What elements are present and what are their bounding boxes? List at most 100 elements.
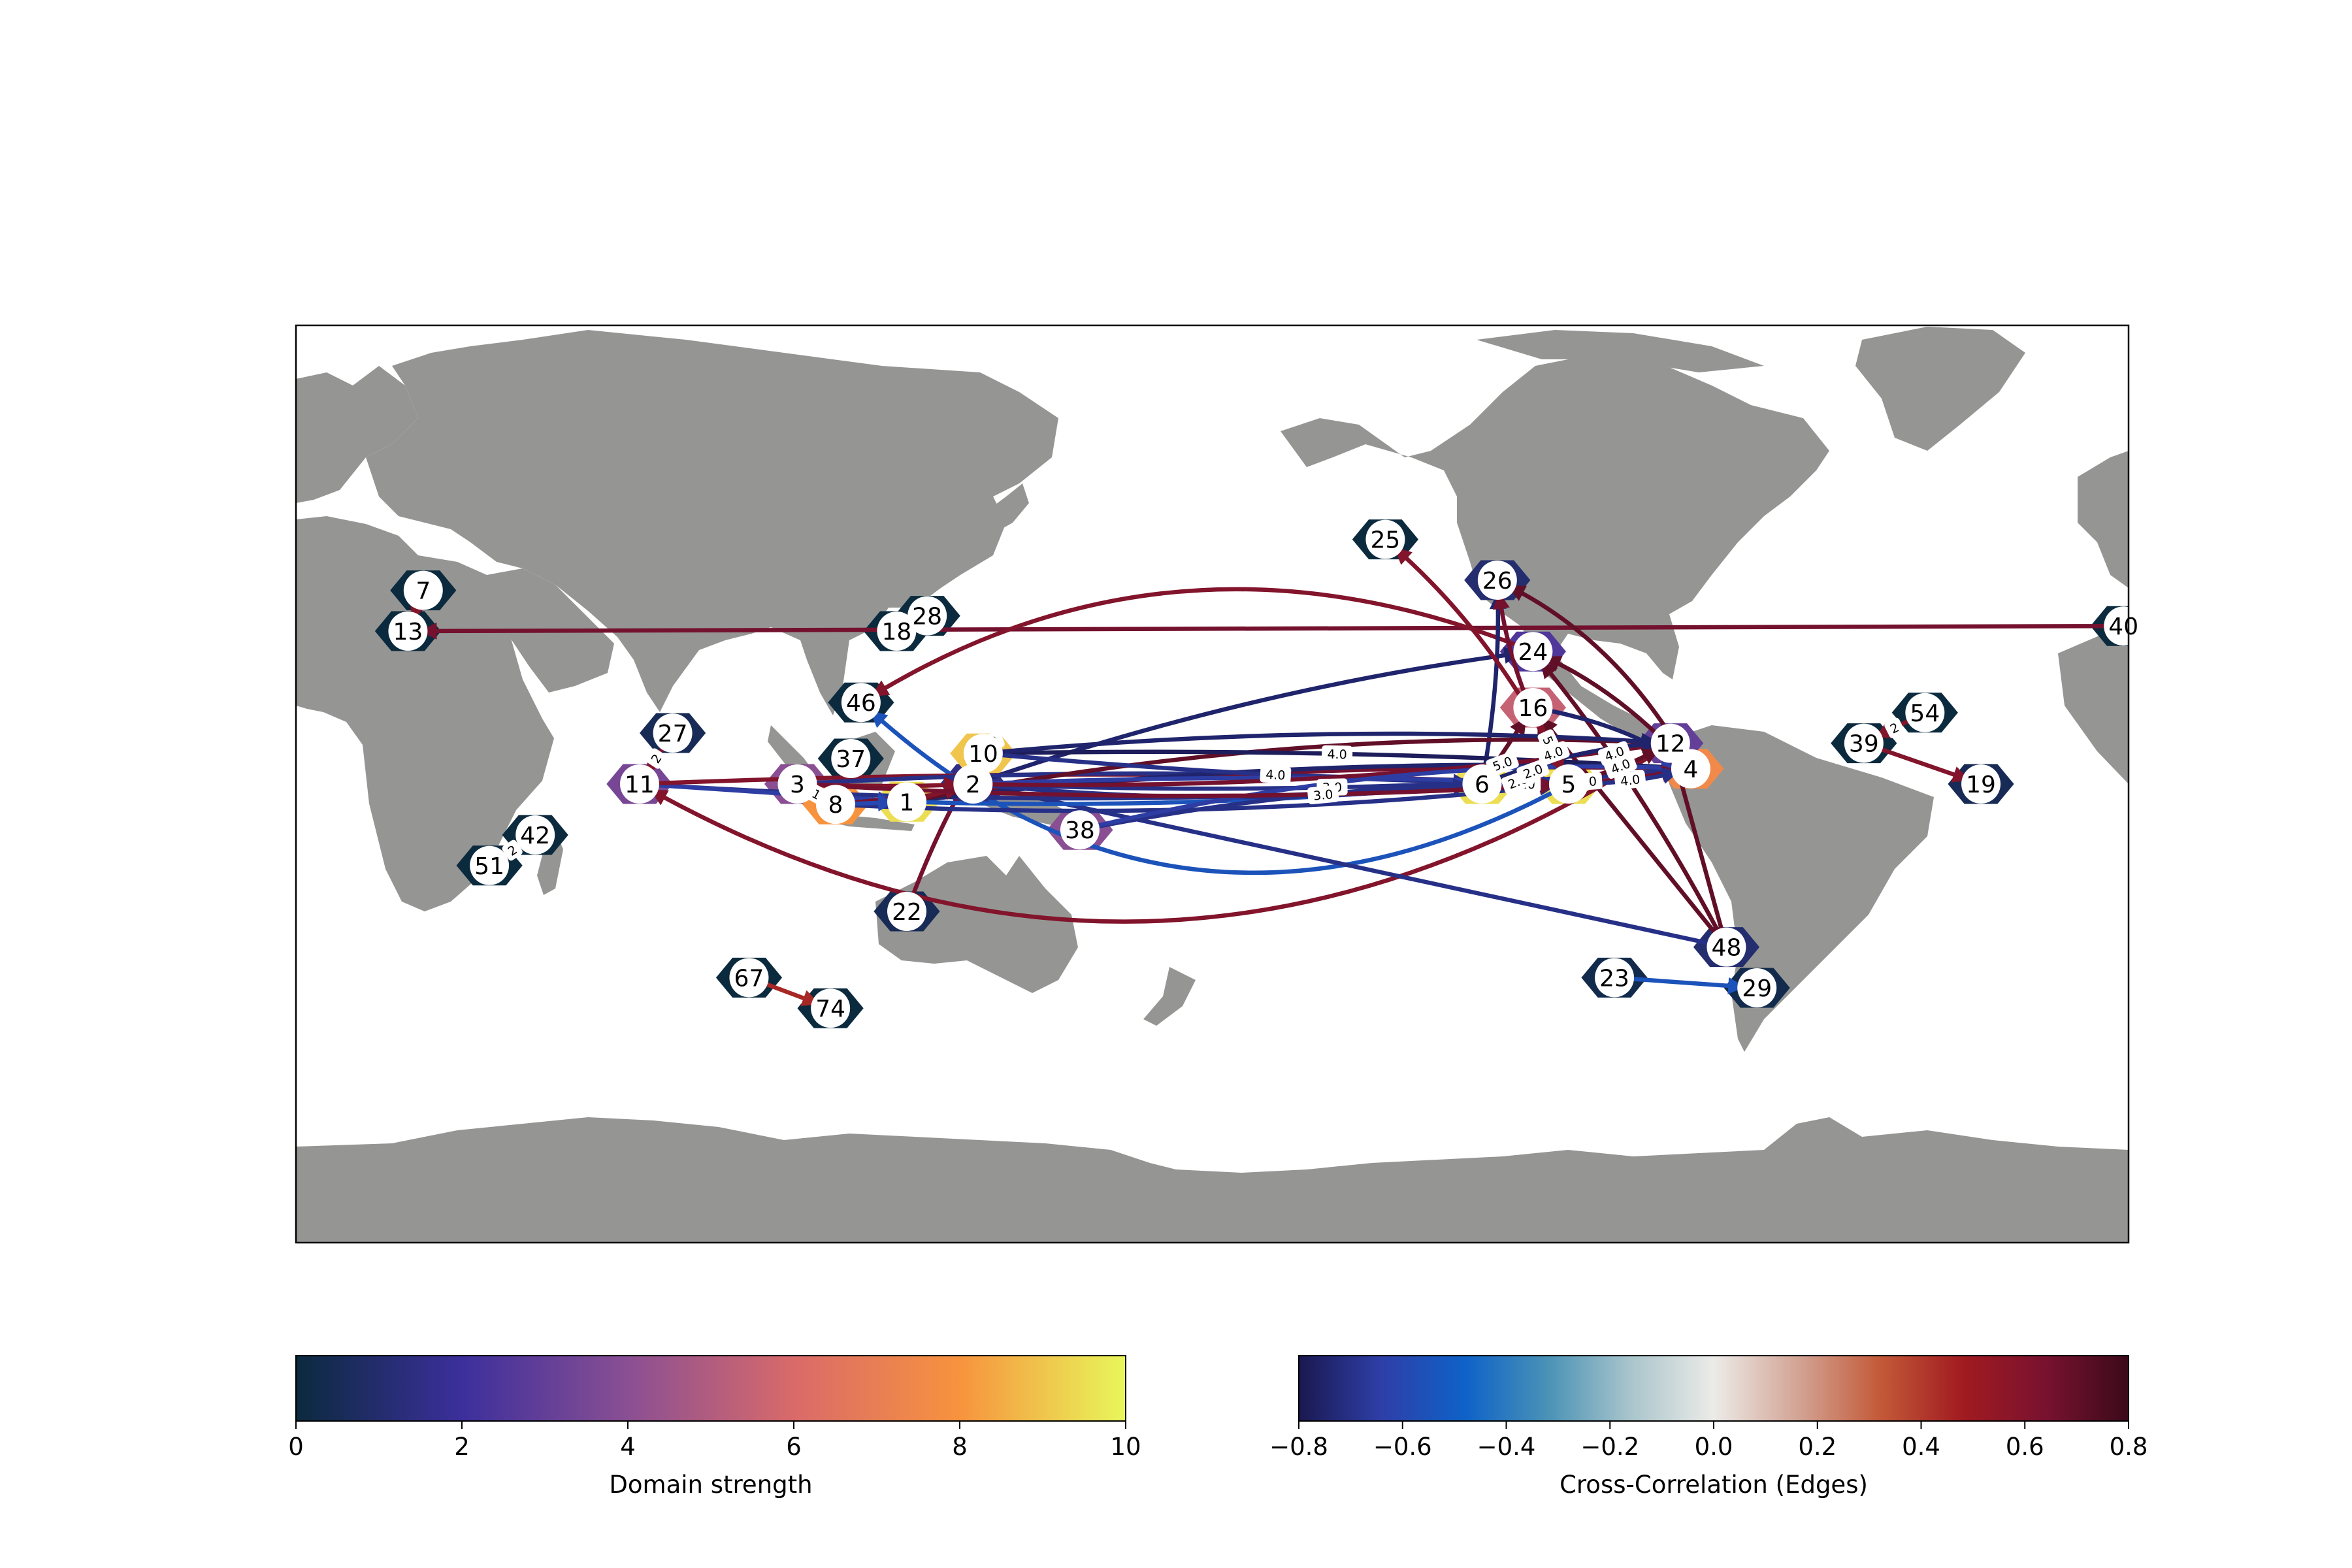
node-marker-10 [963, 734, 1003, 774]
colorbar-tick-label: −0.8 [1269, 1433, 1328, 1461]
node-marker-26 [1477, 561, 1517, 600]
edge-label-box [1321, 745, 1353, 763]
node-label-54: 54 [1910, 700, 1940, 727]
node-label-6: 6 [1475, 772, 1490, 798]
colorbar-tick-label: 0 [288, 1433, 304, 1461]
edge-label-text: 4.0 [1327, 747, 1347, 762]
edge-arrowhead [1539, 777, 1557, 794]
land-europe-east [2078, 451, 2129, 588]
node-marker-5 [1548, 764, 1588, 804]
node-label-23: 23 [1599, 965, 1629, 992]
node-label-74: 74 [815, 996, 845, 1022]
nodes: 1234567810111213161819222324252627282937… [388, 519, 2144, 1028]
node-label-26: 26 [1482, 568, 1512, 595]
edge-label-text: 4.0 [1266, 768, 1286, 783]
colorbar-tick-label: 2 [454, 1433, 470, 1461]
node-label-10: 10 [968, 741, 998, 768]
edge-label-box [1884, 717, 1904, 738]
node-marker-25 [1365, 519, 1405, 559]
node-marker-2 [953, 764, 993, 804]
node-label-46: 46 [846, 690, 876, 717]
node-marker-40 [2104, 606, 2144, 646]
node-label-5: 5 [1561, 772, 1576, 798]
land-asia [366, 330, 1058, 715]
node-marker-42 [515, 815, 555, 855]
node-label-42: 42 [520, 823, 550, 849]
colorbar-strength-bar [295, 1355, 1126, 1422]
edge-label-box [1537, 741, 1570, 766]
map-axes: 22214.04.03.03.02.04.04.05.05.02.04.02.0… [295, 324, 2144, 1244]
node-marker-16 [1513, 688, 1553, 727]
node-label-22: 22 [892, 899, 922, 926]
node-label-37: 37 [836, 746, 866, 773]
edge-label: 4.0 [1614, 770, 1646, 791]
node-label-40: 40 [2108, 613, 2138, 640]
colorbar-corr-label: Cross-Correlation (Edges) [1560, 1471, 1868, 1499]
colorbar-strength-label: Domain strength [609, 1471, 812, 1499]
node-label-4: 4 [1683, 757, 1698, 783]
edge-label-box [1516, 759, 1550, 784]
edge-label: 2 [645, 748, 667, 769]
node-label-2: 2 [966, 772, 981, 798]
map-frame [295, 324, 2130, 1244]
node-marker-23 [1595, 958, 1635, 998]
node-marker-3 [777, 764, 817, 804]
node-marker-37 [831, 739, 871, 778]
node-label-51: 51 [474, 853, 504, 880]
node-marker-29 [1737, 968, 1777, 1007]
colorbar-corr-ticks: −0.8 −0.6 −0.4 −0.2 0.0 0.2 0.4 0.6 0.8 [1269, 1421, 2148, 1461]
edge-label-box [1307, 785, 1339, 805]
colorbar-strength: 0 2 4 6 8 10 Domain strength [288, 1355, 1141, 1499]
edge-38-4 [1079, 764, 1672, 832]
node-label-38: 38 [1065, 817, 1095, 844]
edge-label-box [502, 840, 523, 861]
node-label-1: 1 [900, 789, 915, 816]
node-marker-1 [887, 782, 926, 822]
edge-24-46 [876, 587, 1534, 694]
colorbar-strength-ticks: 0 2 4 6 8 10 [288, 1421, 1141, 1461]
node-marker-11 [619, 764, 659, 804]
node-label-19: 19 [1966, 772, 1996, 798]
edge-label: 4.0 [1260, 765, 1292, 784]
land-africa-east [2058, 627, 2129, 784]
colorbar-tick-label: −0.2 [1580, 1433, 1639, 1461]
node-label-16: 16 [1518, 695, 1548, 722]
node-marker-38 [1060, 810, 1100, 850]
colorbar-tick-label: 10 [1110, 1433, 1141, 1461]
node-label-12: 12 [1656, 731, 1686, 758]
node-marker-13 [388, 612, 428, 651]
colorbar-corr: −0.8 −0.6 −0.4 −0.2 0.0 0.2 0.4 0.6 0.8 Cross-Co… [1269, 1355, 2148, 1499]
edge-arrowhead [1727, 977, 1746, 994]
colorbar-tick-label: 0.6 [2006, 1433, 2044, 1461]
colorbar-tick-label: 4 [620, 1433, 636, 1461]
colorbar-tick-label: −0.6 [1373, 1433, 1432, 1461]
edge-label-box [1260, 765, 1292, 784]
edge-arrowhead [419, 622, 437, 640]
edge-40-13 [427, 623, 2124, 634]
node-label-39: 39 [1849, 731, 1879, 758]
node-marker-67 [729, 958, 769, 998]
edge-label-text: 4.0 [1620, 772, 1641, 789]
edge-label: 2 [1884, 717, 1904, 738]
edge-label: 2 [502, 840, 523, 861]
land-europe [296, 366, 418, 503]
node-label-28: 28 [912, 604, 942, 630]
node-label-27: 27 [658, 721, 688, 747]
edge-label: 3.0 [1307, 785, 1339, 805]
node-marker-22 [887, 892, 926, 931]
node-marker-7 [403, 570, 443, 610]
colorbar-tick-label: 0.0 [1695, 1433, 1733, 1461]
node-marker-74 [811, 988, 851, 1028]
node-label-13: 13 [393, 619, 423, 645]
edge-label-text: 3.0 [1313, 787, 1333, 804]
node-label-48: 48 [1712, 935, 1742, 962]
node-label-18: 18 [882, 619, 912, 645]
edge-arrowhead [1493, 591, 1510, 610]
node-marker-46 [841, 683, 881, 723]
land-north-america [1281, 353, 1829, 679]
node-marker-27 [653, 713, 693, 753]
edge-label-box [1597, 741, 1631, 766]
node-label-25: 25 [1371, 527, 1401, 554]
colorbar-tick-label: 0.8 [2110, 1433, 2148, 1461]
